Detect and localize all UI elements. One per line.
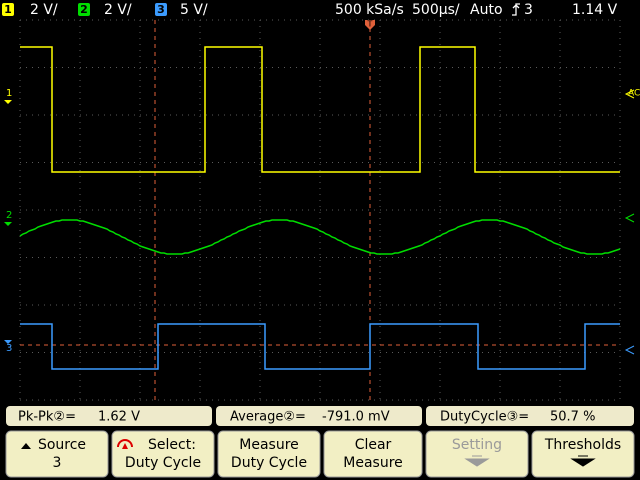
ch3-trace xyxy=(20,323,620,370)
softkey-line1[interactable]: Source xyxy=(38,437,86,453)
measurement-value: -791.0 mV xyxy=(322,410,390,425)
measurement-box xyxy=(426,406,634,426)
measurement-label: Average②= xyxy=(230,410,306,425)
sample-rate: 500 kSa/s xyxy=(335,2,404,18)
softkey-line1[interactable]: Clear xyxy=(355,437,392,453)
ch3-badge: 3 xyxy=(157,3,165,16)
softkey-bg xyxy=(425,430,529,478)
softkey-line2[interactable]: Duty Cycle xyxy=(231,455,307,471)
softkey-line1[interactable]: Select: xyxy=(148,437,196,453)
softkey-bg[interactable] xyxy=(323,430,423,478)
softkey-line2[interactable]: Measure xyxy=(343,455,403,471)
softkey[interactable]: Source 3 xyxy=(5,430,109,478)
trigger-marker-label: T xyxy=(367,20,373,29)
measurement-value: 50.7 % xyxy=(550,410,595,425)
ch2-right-arrow xyxy=(624,213,635,223)
down-icon xyxy=(570,455,596,467)
ch2-marker-arrow xyxy=(4,222,12,226)
softkey-line1: Setting xyxy=(452,437,502,453)
measurement-label: Pk-Pk②= xyxy=(18,410,76,425)
coupling-marker: AC xyxy=(628,89,640,99)
softkey-bg[interactable] xyxy=(531,430,635,478)
trigger-source: 3 xyxy=(524,2,533,18)
softkey[interactable]: Select: Duty Cycle xyxy=(111,430,215,478)
measurement-label: DutyCycle③= xyxy=(440,410,529,425)
up-icon xyxy=(21,443,31,449)
ch3-right-arrow xyxy=(624,345,635,355)
ch3-marker-arrow xyxy=(4,340,12,344)
softkey-line1[interactable]: Thresholds xyxy=(544,437,621,453)
ch1-trace xyxy=(20,46,620,173)
ch3-badge-bg xyxy=(155,3,167,16)
softkey[interactable]: Measure Duty Cycle xyxy=(217,430,321,478)
softkey-line2[interactable]: Duty Cycle xyxy=(125,455,201,471)
ch1-badge-bg xyxy=(2,3,14,16)
softkey-line1[interactable]: Measure xyxy=(239,437,299,453)
ch1-scale: 2 V/ xyxy=(30,2,58,18)
select-icon-arrow xyxy=(122,443,128,449)
softkey-line2[interactable]: 3 xyxy=(53,455,62,471)
softkey-bg[interactable] xyxy=(111,430,215,478)
trigger-mode: Auto xyxy=(470,2,503,18)
softkey-bg[interactable] xyxy=(217,430,321,478)
trigger-edge-icon xyxy=(512,3,520,16)
measurement-box xyxy=(6,406,212,426)
ch2-badge-bg xyxy=(78,3,90,16)
ch3-marker: 3 xyxy=(6,343,12,354)
softkey-bg[interactable] xyxy=(5,430,109,478)
softkey[interactable]: Thresholds xyxy=(531,430,635,478)
trigger-marker xyxy=(365,20,375,30)
select-icon xyxy=(117,439,133,448)
ch3-scale: 5 V/ xyxy=(180,2,208,18)
ch2-trace xyxy=(19,219,621,255)
measurement-value: 1.62 V xyxy=(98,410,140,425)
ch1-right-arrow xyxy=(624,89,635,99)
ch1-badge: 1 xyxy=(4,3,12,16)
measurement-bar: Pk-Pk②= 1.62 V Average②= -791.0 mV DutyC… xyxy=(6,406,634,426)
ch1-marker: 1 xyxy=(6,88,12,99)
ch2-scale: 2 V/ xyxy=(104,2,132,18)
ch1-marker-arrow xyxy=(4,100,12,104)
trigger-level: 1.14 V xyxy=(572,2,618,18)
measurement-box xyxy=(216,406,422,426)
softkey-disabled: Setting xyxy=(425,430,529,478)
timebase: 500µs/ xyxy=(412,2,460,18)
ch2-badge: 2 xyxy=(80,3,88,16)
header: 1 2 V/ 2 2 V/ 3 5 V/ 500 kSa/s 500µs/ Au… xyxy=(2,2,618,18)
softkey[interactable]: Clear Measure xyxy=(323,430,423,478)
graticule xyxy=(19,19,621,401)
down-icon xyxy=(464,455,490,467)
ch2-marker: 2 xyxy=(6,210,12,221)
